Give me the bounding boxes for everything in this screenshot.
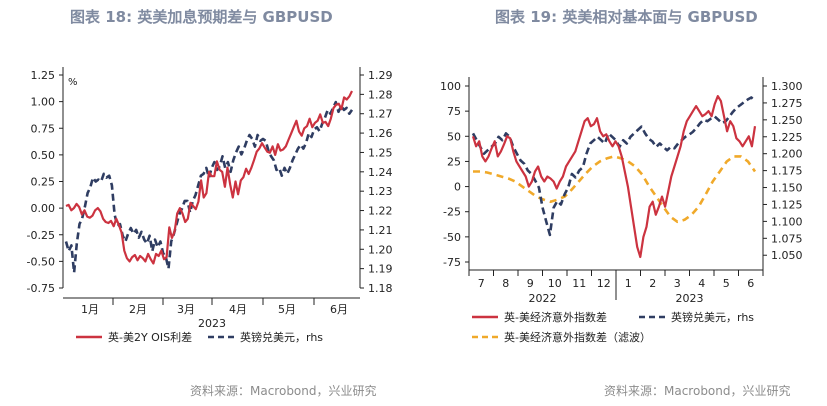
x-tick-label: 6 [747, 277, 754, 290]
x-year-label: 2023 [198, 317, 226, 330]
legend-label-0: 英-美经济意外指数差 [504, 310, 607, 324]
legend-label-1: 英镑兑美元，rhs [240, 330, 323, 344]
x-year-label: 2023 [676, 292, 704, 305]
y-tick-label: -0.25 [27, 229, 55, 242]
x-tick-label: 4月 [229, 303, 247, 316]
y2-tick-label: 1.29 [368, 69, 393, 82]
y-tick-label: -0.75 [27, 282, 55, 295]
chart-right: 1007550250-25-50-751.3001.2751.2501.2251… [440, 77, 803, 344]
y2-tick-label: 1.23 [368, 185, 393, 198]
y-tick-label: 0.25 [31, 176, 56, 189]
y-tick-label: 0.75 [31, 122, 56, 135]
legend-label-2: 英-美经济意外指数差（滤波） [504, 330, 651, 344]
y2-tick-label: 1.28 [368, 88, 393, 101]
source-note-left: 资料来源：Macrobond，兴业研究 [190, 384, 377, 398]
y-tick-label: 1.25 [31, 69, 56, 82]
series-line-2 [473, 155, 757, 224]
y2-tick-label: 1.22 [368, 205, 393, 218]
y2-tick-label: 1.150 [771, 182, 803, 195]
series-line-0 [471, 94, 757, 259]
source-note-right: 资料来源：Macrobond，兴业研究 [604, 384, 791, 398]
x-tick-label: 5 [723, 277, 730, 290]
legend-label-1: 英镑兑美元，rhs [671, 310, 754, 324]
chart-title-right: 图表 19: 英美相对基本面与 GBPUSD [495, 8, 758, 26]
y-tick-label: 100 [440, 80, 461, 93]
y2-tick-label: 1.18 [368, 282, 393, 295]
y2-tick-label: 1.24 [368, 166, 393, 179]
x-tick-label: 9 [527, 277, 534, 290]
y-tick-label: 0 [454, 181, 461, 194]
y2-tick-label: 1.25 [368, 146, 393, 159]
y-tick-label: 50 [447, 130, 461, 143]
y2-tick-label: 1.100 [771, 215, 803, 228]
x-tick-label: 10 [548, 277, 562, 290]
x-tick-label: 3 [674, 277, 681, 290]
y2-tick-label: 1.200 [771, 148, 803, 161]
y-tick-label: -25 [443, 206, 461, 219]
x-tick-label: 2月 [129, 303, 147, 316]
x-tick-label: 5月 [278, 303, 296, 316]
y-tick-label: 0.00 [31, 202, 56, 215]
chart-left: % 1.25 1.00 0.75 0.50 0.25 0.00 -0.25 -0.50 -0.75… [27, 67, 393, 344]
x-tick-label: 6月 [330, 303, 348, 316]
y-tick-label: 75 [447, 105, 461, 118]
legend-label-0: 英-美2Y OIS利差 [108, 330, 192, 344]
y2-tick-label: 1.175 [771, 165, 803, 178]
x-tick-label: 1 [625, 277, 632, 290]
y2-tick-label: 1.19 [368, 263, 393, 276]
y2-tick-label: 1.26 [368, 127, 393, 140]
x-tick-label: 1月 [81, 303, 99, 316]
y2-tick-label: 1.250 [771, 114, 803, 127]
chart-title-left: 图表 18: 英美加息预期差与 GBPUSD [70, 8, 333, 26]
x-tick-label: 2 [649, 277, 656, 290]
y2-tick-label: 1.225 [771, 131, 803, 144]
series-line-1 [64, 100, 354, 274]
y-tick-label: -50 [443, 231, 461, 244]
series-line-1 [471, 96, 756, 237]
y2-tick-label: 1.075 [771, 232, 803, 245]
x-tick-label: 3月 [177, 303, 195, 316]
y-tick-label: 0.50 [31, 149, 56, 162]
y-tick-label: -0.50 [27, 255, 55, 268]
y-tick-label: 1.00 [31, 96, 56, 109]
series-line-0 [65, 90, 353, 265]
x-tick-label: 7 [478, 277, 485, 290]
y2-tick-label: 1.275 [771, 97, 803, 110]
x-tick-label: 11 [572, 277, 586, 290]
x-tick-label: 12 [597, 277, 611, 290]
y2-tick-label: 1.050 [771, 249, 803, 262]
y2-tick-label: 1.21 [368, 224, 393, 237]
x-year-label: 2022 [529, 292, 557, 305]
x-tick-label: 4 [698, 277, 705, 290]
y2-tick-label: 1.20 [368, 243, 393, 256]
unit-label: % [68, 77, 78, 88]
y2-tick-label: 1.300 [771, 80, 803, 93]
y-tick-label: -75 [443, 256, 461, 269]
y2-tick-label: 1.27 [368, 108, 393, 121]
x-tick-label: 8 [502, 277, 509, 290]
y2-tick-label: 1.125 [771, 198, 803, 211]
y-tick-label: 25 [447, 155, 461, 168]
